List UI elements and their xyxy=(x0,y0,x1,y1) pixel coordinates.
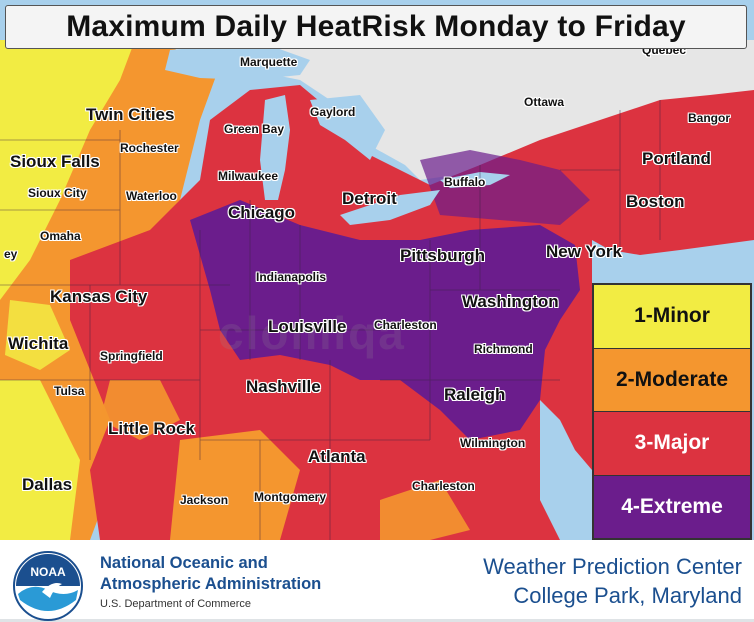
city-buffalo: Buffalo xyxy=(444,175,486,189)
region-moderate-ar xyxy=(100,380,180,440)
city-portland: Portland xyxy=(642,149,711,168)
city-springfield: Springfield xyxy=(100,349,163,363)
city-richmond: Richmond xyxy=(474,342,533,356)
city-milwaukee: Milwaukee xyxy=(218,169,279,183)
city-ey: ey xyxy=(4,247,18,261)
noaa-logo-text: NOAA xyxy=(30,565,66,579)
city-omaha: Omaha xyxy=(40,229,81,243)
watermark: clomiqa xyxy=(218,307,406,359)
agency-name: National Oceanic and Atmospheric Adminis… xyxy=(100,553,360,595)
region-minor-ks xyxy=(5,300,70,370)
city-indianapolis: Indianapolis xyxy=(256,270,327,284)
city-bangor: Bangor xyxy=(688,111,730,125)
footer: NOAA National Oceanic and Atmospheric Ad… xyxy=(0,540,754,621)
city-boston: Boston xyxy=(626,192,685,211)
state-borders xyxy=(0,100,661,540)
city-wilmington: Wilmington xyxy=(460,436,526,450)
lake-superior xyxy=(165,42,310,80)
legend-extreme: 4-Extreme xyxy=(594,475,750,538)
city-pittsburgh: Pittsburgh xyxy=(400,246,485,265)
region-extreme-ny xyxy=(420,150,590,225)
city-raleigh: Raleigh xyxy=(444,385,506,404)
city-jackson: Jackson xyxy=(180,493,229,507)
city-washington: Washington xyxy=(462,292,559,311)
region-moderate-south xyxy=(170,430,300,540)
city-nashville: Nashville xyxy=(246,377,321,396)
center-name: Weather Prediction Center College Park, … xyxy=(483,552,742,610)
heatrisk-legend: 1-Minor 2-Moderate 3-Major 4-Extreme xyxy=(592,283,752,540)
city-green-bay: Green Bay xyxy=(224,122,285,136)
map-canvas xyxy=(0,0,754,540)
city-marquette: Marquette xyxy=(240,55,298,69)
region-moderate-ga xyxy=(380,480,470,540)
city-louisville: Louisville xyxy=(268,317,347,336)
city-waterloo: Waterloo xyxy=(126,189,177,203)
canada-land xyxy=(150,40,754,180)
city-charleston-wv: Charleston xyxy=(374,318,437,332)
map-title: Maximum Daily HeatRisk Monday to Friday xyxy=(5,5,747,49)
city-little-rock: Little Rock xyxy=(108,419,195,438)
city-gaylord: Gaylord xyxy=(310,105,356,119)
agency-department: U.S. Department of Commerce xyxy=(100,598,251,610)
city-kansas-city: Kansas City xyxy=(50,287,148,306)
city-atlanta: Atlanta xyxy=(308,447,366,466)
city-sioux-falls: Sioux Falls xyxy=(10,152,100,171)
agency-line1: National Oceanic and xyxy=(100,554,268,572)
legend-minor: 1-Minor xyxy=(594,285,750,349)
lake-huron xyxy=(310,95,385,160)
region-minor-northwest xyxy=(0,40,135,300)
city-dallas: Dallas xyxy=(22,475,73,494)
region-minor-southwest xyxy=(0,380,80,540)
city-rochester: Rochester xyxy=(120,141,179,155)
lake-ontario xyxy=(440,172,510,188)
city-wichita: Wichita xyxy=(8,334,69,353)
legend-major: 3-Major xyxy=(594,412,750,476)
city-detroit: Detroit xyxy=(342,189,397,208)
city-ottawa: Ottawa xyxy=(524,95,565,109)
agency-line2: Atmospheric Administration xyxy=(100,575,322,593)
noaa-logo: NOAA xyxy=(13,551,83,621)
lake-michigan xyxy=(260,95,290,200)
center-line1: Weather Prediction Center xyxy=(483,554,742,579)
atlantic-south xyxy=(540,400,592,540)
legend-moderate: 2-Moderate xyxy=(594,348,750,412)
heatrisk-map: clomiqa Marquette Québec Ottawa Bangor P… xyxy=(0,0,754,540)
city-sioux-city: Sioux City xyxy=(28,186,87,200)
city-chicago: Chicago xyxy=(228,203,296,222)
lake-erie xyxy=(340,190,440,225)
city-tulsa: Tulsa xyxy=(54,384,85,398)
city-charleston-sc: Charleston xyxy=(412,479,475,493)
city-new-york: New York xyxy=(546,242,622,261)
city-montgomery: Montgomery xyxy=(254,490,326,504)
atlantic-north xyxy=(592,240,754,283)
center-line2: College Park, Maryland xyxy=(513,583,742,608)
city-twin-cities: Twin Cities xyxy=(86,105,175,124)
